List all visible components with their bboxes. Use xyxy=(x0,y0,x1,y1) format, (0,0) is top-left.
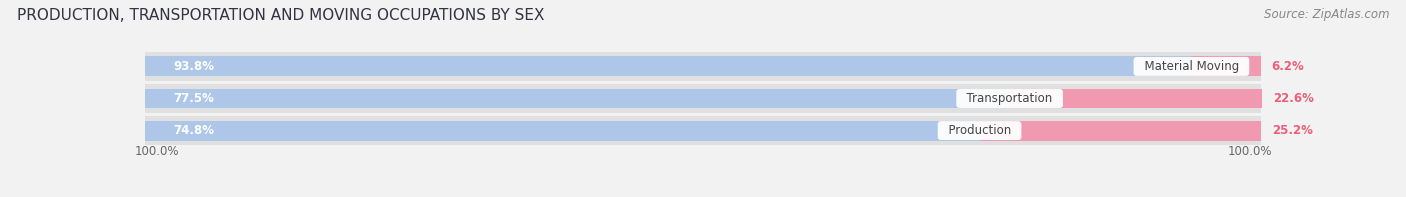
Text: 25.2%: 25.2% xyxy=(1271,124,1313,137)
Text: 6.2%: 6.2% xyxy=(1271,60,1305,73)
Text: 100.0%: 100.0% xyxy=(135,145,179,158)
Text: 77.5%: 77.5% xyxy=(173,92,214,105)
Bar xyxy=(1010,89,1261,108)
Bar xyxy=(1191,57,1261,76)
Text: Transportation: Transportation xyxy=(959,92,1060,105)
Text: 100.0%: 100.0% xyxy=(1227,145,1271,158)
Bar xyxy=(145,121,980,140)
Bar xyxy=(145,89,1010,108)
Text: 74.8%: 74.8% xyxy=(173,124,214,137)
Bar xyxy=(980,121,1261,140)
Text: Production: Production xyxy=(941,124,1018,137)
Bar xyxy=(145,116,1261,145)
Text: Material Moving: Material Moving xyxy=(1136,60,1246,73)
Text: 22.6%: 22.6% xyxy=(1272,92,1313,105)
Bar xyxy=(145,57,1191,76)
Bar xyxy=(145,84,1261,113)
Text: PRODUCTION, TRANSPORTATION AND MOVING OCCUPATIONS BY SEX: PRODUCTION, TRANSPORTATION AND MOVING OC… xyxy=(17,8,544,23)
Bar xyxy=(145,52,1261,81)
Text: 93.8%: 93.8% xyxy=(173,60,214,73)
Text: Source: ZipAtlas.com: Source: ZipAtlas.com xyxy=(1264,8,1389,21)
